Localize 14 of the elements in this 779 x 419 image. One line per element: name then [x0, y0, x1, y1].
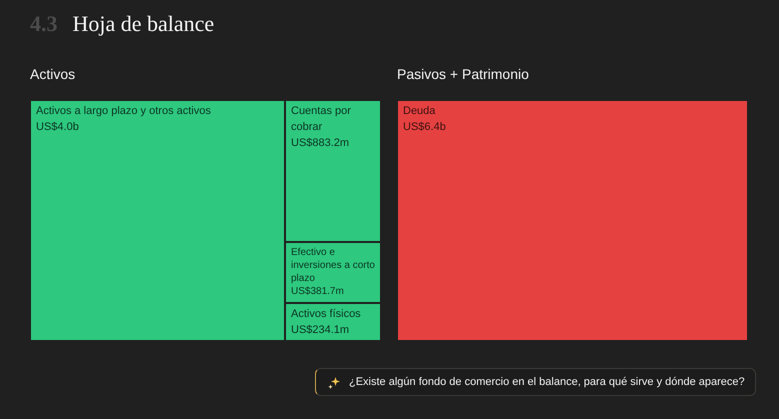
data-label: US$883.2m: [291, 137, 350, 150]
data-label: US$4.0b: [36, 121, 79, 134]
text: Pasivos + Patrimonio: [397, 65, 529, 84]
category-label: Efectivo e inversiones a corto plazo: [291, 247, 376, 284]
text: Hoja de balance: [72, 10, 214, 38]
data-label: US$6.4b: [403, 121, 446, 134]
category-label: Activos a largo plazo y otros activos: [36, 105, 212, 118]
category-label: Deuda: [403, 105, 436, 118]
category-label: Activos físicos: [291, 308, 362, 320]
text: Activos: [30, 65, 76, 84]
question-button: ¿Existe algún fondo de comercio en el balance, para qué sirve y dónde aparece?: [315, 368, 756, 396]
data-label: US$234.1m: [291, 324, 350, 336]
data-label: US$381.7m: [291, 286, 344, 298]
category-label: Cuentas por cobrar: [291, 105, 352, 134]
